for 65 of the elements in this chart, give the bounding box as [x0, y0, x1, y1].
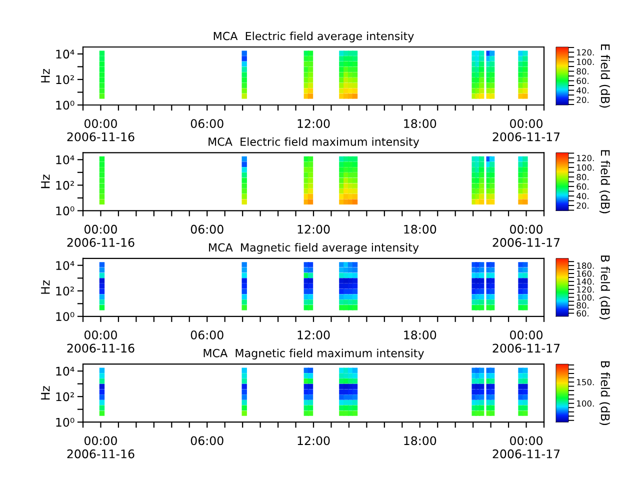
- chart-title: MCA Magnetic field maximum intensity: [204, 348, 424, 360]
- x-tick-label: 18:00: [404, 330, 436, 340]
- color-bar-label: 100.: [577, 58, 594, 66]
- y-tick-label: 10²: [56, 180, 74, 190]
- y-axis-title: Hz: [41, 68, 50, 82]
- x-tick-label: 12:00: [298, 330, 330, 340]
- y-axis-title: Hz: [41, 386, 50, 400]
- color-bar-label: 100.: [577, 400, 594, 407]
- color-bar-title: B field (dB): [599, 361, 610, 426]
- x-tick-label: 00:00 2006-11-16: [67, 436, 134, 458]
- x-tick-label: 00:00 2006-11-17: [492, 436, 560, 458]
- color-bar-label: 100.: [577, 294, 594, 301]
- color-bar-label: 150.: [577, 378, 594, 386]
- y-axis-title: Hz: [41, 280, 50, 294]
- y-tick-label: 10⁰: [56, 100, 74, 110]
- x-tick-label: 00:00 2006-11-16: [67, 119, 134, 142]
- color-bar-label: 80.: [576, 302, 588, 309]
- color-bar-label: 60.: [576, 183, 588, 190]
- color-bar-label: 40.: [576, 87, 588, 94]
- x-tick-label: 06:00: [190, 330, 224, 340]
- y-tick-label: 10⁰: [56, 312, 74, 322]
- y-tick-label: 10⁰: [56, 418, 74, 427]
- color-bar-label: 160.: [577, 270, 594, 277]
- color-bar-label: 60.: [576, 310, 588, 317]
- color-bar-label: 120.: [577, 286, 594, 293]
- x-tick-label: 06:00: [190, 224, 224, 234]
- x-tick-label: 00:00 2006-11-16: [67, 224, 134, 247]
- x-tick-label: 00:00 2006-11-17: [492, 119, 560, 142]
- color-bar-label: 180.: [577, 262, 594, 269]
- color-bar-title: E field (dB): [599, 150, 610, 214]
- color-bar-title: E field (dB): [599, 44, 610, 108]
- x-tick-label: 18:00: [404, 119, 436, 128]
- x-tick-label: 12:00: [298, 436, 330, 446]
- chart-title: MCA Electric field average intensity: [214, 32, 414, 42]
- color-bar-label: 120.: [577, 154, 594, 162]
- x-tick-label: 00:00 2006-11-17: [492, 330, 560, 353]
- x-tick-label: 18:00: [404, 224, 436, 234]
- color-bar-label: 20.: [576, 202, 588, 209]
- y-tick-label: 10⁴: [56, 366, 74, 376]
- y-tick-label: 10²: [56, 75, 74, 84]
- color-bar-label: 120.: [577, 49, 594, 56]
- x-tick-label: 18:00: [404, 436, 436, 446]
- x-tick-label: 06:00: [190, 436, 224, 446]
- color-bar-label: 140.: [577, 278, 594, 285]
- color-bar-label: 80.: [576, 68, 588, 75]
- x-tick-label: 00:00 2006-11-17: [492, 224, 560, 247]
- x-tick-label: 12:00: [298, 119, 330, 128]
- color-bar-label: 40.: [576, 192, 588, 200]
- color-bar-label: 100.: [577, 164, 594, 171]
- color-bar-label: 60.: [576, 78, 588, 84]
- x-tick-label: 00:00 2006-11-16: [67, 330, 134, 353]
- y-tick-label: 10⁴: [56, 261, 74, 270]
- color-bar-label: 20.: [576, 96, 588, 104]
- chart-title: MCA Electric field maximum intensity: [208, 137, 420, 148]
- y-tick-label: 10²: [56, 286, 74, 296]
- y-axis-title: Hz: [41, 174, 50, 188]
- x-tick-label: 12:00: [298, 224, 330, 234]
- color-bar-title: B field (dB): [599, 256, 610, 320]
- x-tick-label: 06:00: [190, 119, 224, 128]
- y-tick-label: 10⁴: [56, 50, 74, 59]
- y-tick-label: 10⁴: [56, 155, 74, 164]
- y-tick-label: 10²: [56, 392, 74, 402]
- y-tick-label: 10⁰: [56, 206, 74, 216]
- chart-title: MCA Magnetic field average intensity: [209, 243, 419, 254]
- color-bar-label: 80.: [576, 174, 588, 180]
